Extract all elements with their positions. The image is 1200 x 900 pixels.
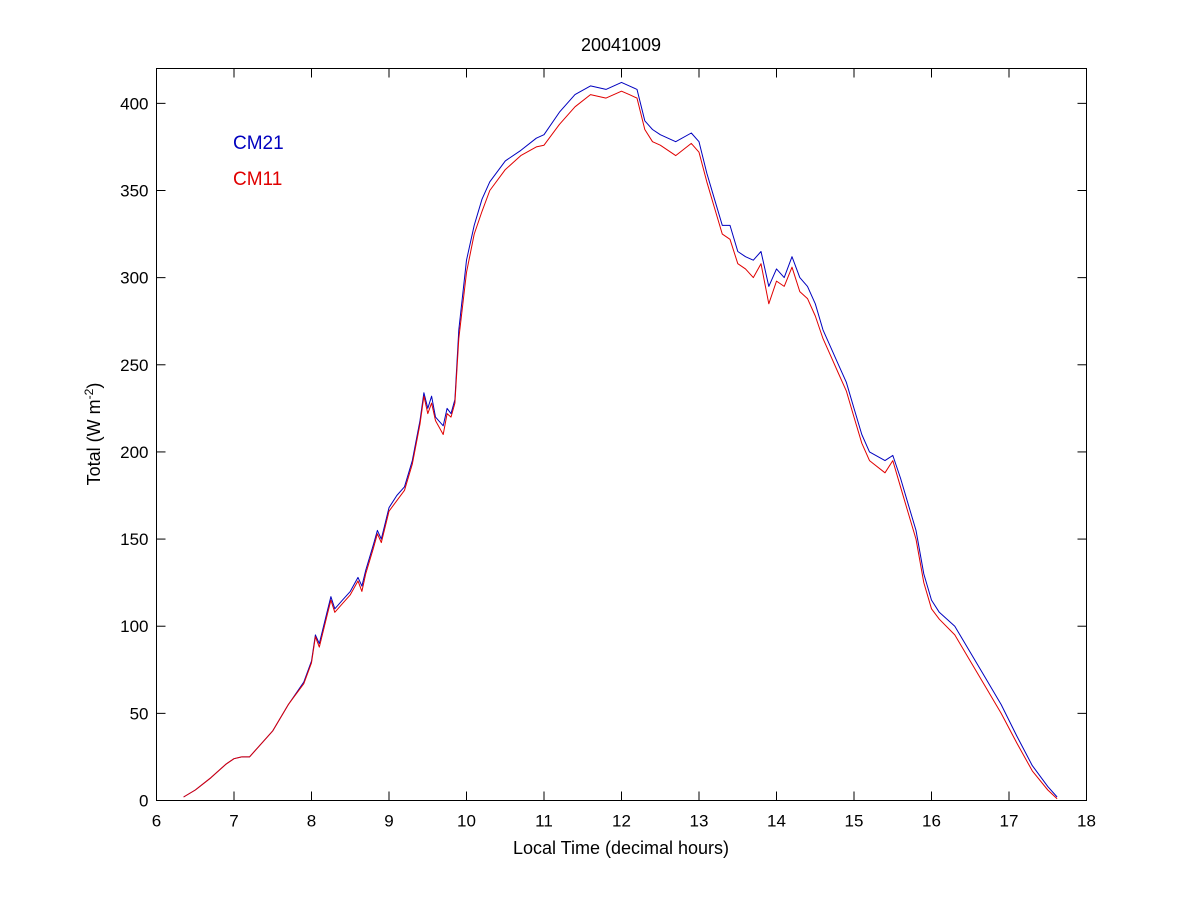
legend-entry-cm11: CM11 [233, 169, 282, 190]
y-tick-label: 100 [120, 617, 148, 636]
x-axis-label: Local Time (decimal hours) [513, 838, 729, 858]
y-axis-label: Total (W m-2) [82, 383, 104, 486]
y-axis-label-main: Total (W m [84, 399, 104, 485]
y-tick-label: 400 [120, 94, 148, 113]
x-tick-label: 17 [1000, 812, 1019, 831]
legend-entry-cm21: CM21 [233, 133, 284, 154]
axis-ticks [156, 68, 1087, 801]
x-tick-label: 7 [229, 812, 238, 831]
y-axis-label-superscript: -2 [82, 388, 96, 399]
y-axis-label-close: ) [84, 383, 104, 389]
series-line-cm21 [183, 81, 1058, 798]
x-tick-label: 12 [612, 812, 631, 831]
x-tick-label: 11 [535, 812, 553, 831]
x-tick-label: 13 [690, 812, 709, 831]
x-tick-label: 15 [845, 812, 864, 831]
plot-area [156, 68, 1087, 801]
series-line-cm11 [183, 90, 1058, 800]
y-tick-label: 350 [120, 182, 148, 201]
y-tick-label: 200 [120, 443, 148, 462]
x-tick-label: 14 [767, 812, 786, 831]
x-tick-label: 9 [384, 812, 393, 831]
x-tick-label: 18 [1077, 812, 1096, 831]
y-tick-label: 150 [120, 530, 148, 549]
y-tick-label: 0 [139, 792, 148, 811]
axis-tick-labels: 6 7 8 9 10 11 12 13 14 15 16 17 18 0 50 100 150 200 250 300… [120, 94, 1096, 830]
x-tick-label: 10 [457, 812, 476, 831]
chart-title: 20041009 [581, 35, 661, 55]
x-tick-label: 6 [152, 812, 161, 831]
y-tick-label: 300 [120, 269, 148, 288]
y-tick-label: 50 [130, 704, 149, 723]
series-lines [183, 81, 1058, 800]
x-tick-label: 8 [307, 812, 316, 831]
legend: CM21 CM11 [233, 133, 284, 190]
y-tick-label: 250 [120, 356, 148, 375]
x-tick-label: 16 [922, 812, 941, 831]
